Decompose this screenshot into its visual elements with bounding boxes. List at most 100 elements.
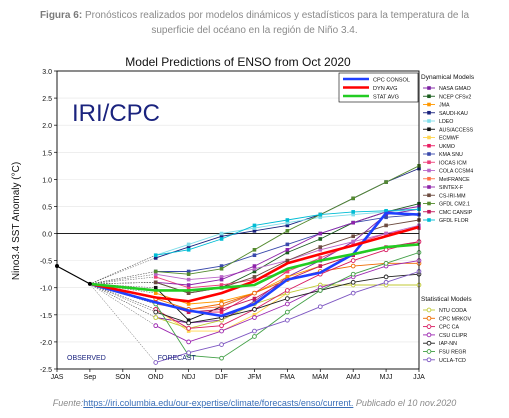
model-marker bbox=[219, 323, 224, 329]
source-footer: Fuente:https://iri.columbia.edu/our-expe… bbox=[0, 398, 509, 408]
model-marker bbox=[351, 196, 355, 201]
model-marker bbox=[285, 258, 290, 263]
x-tick-label: JJA bbox=[413, 374, 425, 381]
fan-line bbox=[89, 283, 156, 313]
legend-model-name: NCEP CFSv2 bbox=[439, 94, 471, 100]
y-tick-label: -0.5 bbox=[40, 259, 52, 266]
model-marker bbox=[219, 234, 224, 239]
model-marker bbox=[350, 263, 356, 269]
legend-model-name: FSU REGR bbox=[439, 350, 467, 356]
model-marker bbox=[186, 269, 191, 274]
y-tick-label: 3.0 bbox=[42, 69, 52, 76]
fan-line bbox=[89, 283, 156, 326]
model-marker bbox=[252, 275, 257, 279]
model-marker bbox=[318, 237, 323, 241]
model-marker bbox=[285, 288, 290, 293]
model-marker bbox=[285, 220, 290, 225]
model-marker bbox=[252, 334, 257, 339]
legend-model-name: NTU CODA bbox=[439, 308, 467, 314]
model-marker bbox=[252, 290, 257, 296]
legend-label: STAT AVG bbox=[373, 94, 399, 100]
model-marker bbox=[252, 253, 257, 258]
legend-model-name: COLA CCSM4 bbox=[439, 169, 473, 175]
model-marker bbox=[351, 212, 355, 217]
fan-line bbox=[89, 276, 156, 285]
model-marker bbox=[219, 355, 224, 361]
legend-model-name: UCLA-TCD bbox=[439, 358, 466, 364]
model-marker bbox=[318, 256, 323, 260]
model-marker bbox=[252, 328, 257, 334]
figure-caption: Figura 6: Pronósticos realizados por mod… bbox=[0, 8, 509, 38]
model-marker bbox=[219, 328, 224, 334]
model-marker bbox=[186, 272, 191, 276]
model-marker bbox=[153, 323, 159, 329]
model-marker bbox=[252, 277, 257, 282]
y-tick-label: 1.5 bbox=[42, 150, 52, 157]
model-marker bbox=[186, 302, 191, 306]
plot-frame: 3.0 2.5 2.0 1.5 1.0 0.5 0.0 -0.5 -1.0 -1.5 -2.0 -2.… bbox=[40, 69, 425, 381]
legend-model-name: IOCAS ICM bbox=[439, 160, 467, 166]
legend-model-name: CMC CANSIP bbox=[439, 210, 473, 216]
legend-model-name: SINTEX-F bbox=[439, 185, 464, 191]
model-marker bbox=[351, 220, 355, 225]
fan-line bbox=[89, 254, 156, 285]
legend-swatch-marker bbox=[427, 218, 431, 222]
x-tick-label: JFM bbox=[248, 374, 262, 381]
observed-label: OBSERVED bbox=[67, 355, 106, 362]
source-link[interactable]: https://iri.columbia.edu/our-expertise/c… bbox=[83, 398, 354, 408]
model-marker bbox=[351, 239, 355, 244]
legend-swatch-marker bbox=[427, 176, 431, 181]
legend-swatch-marker bbox=[427, 143, 431, 148]
fan-line bbox=[89, 273, 156, 285]
forecast-label: FORECAST bbox=[158, 355, 197, 362]
model-marker bbox=[219, 283, 224, 287]
model-marker bbox=[318, 245, 323, 249]
model-marker bbox=[285, 296, 290, 301]
legend-swatch-marker bbox=[427, 127, 431, 132]
legend-swatch-marker bbox=[427, 94, 431, 99]
legend-swatch-marker bbox=[427, 201, 431, 206]
x-tick-label: MJJ bbox=[380, 374, 393, 381]
model-marker bbox=[383, 274, 389, 280]
x-tick-label: NDJ bbox=[182, 374, 196, 381]
model-marker bbox=[285, 275, 290, 279]
model-marker bbox=[219, 275, 224, 279]
model-marker bbox=[384, 208, 388, 213]
legend-model-name: GFDL CM2.1 bbox=[439, 202, 470, 208]
legend-model-name: CPC CA bbox=[439, 325, 459, 331]
model-marker bbox=[318, 215, 323, 220]
y-tick-label: 2.5 bbox=[42, 96, 52, 103]
model-line bbox=[155, 287, 255, 321]
source-prefix: Fuente: bbox=[52, 398, 84, 408]
model-marker bbox=[252, 313, 257, 317]
y-tick-label: -2.0 bbox=[40, 340, 52, 347]
iri-cpc-watermark: IRI/CPC bbox=[72, 100, 160, 127]
model-marker bbox=[384, 180, 388, 184]
fan-line bbox=[89, 282, 156, 285]
y-tick-label: 0.0 bbox=[42, 232, 52, 239]
model-marker bbox=[317, 304, 323, 310]
model-marker bbox=[186, 318, 191, 323]
legend-swatch-marker bbox=[427, 160, 431, 165]
model-marker bbox=[186, 242, 191, 247]
model-marker bbox=[285, 250, 290, 255]
model-marker bbox=[186, 350, 191, 356]
model-marker bbox=[219, 237, 224, 241]
fan-line bbox=[89, 283, 156, 363]
model-marker bbox=[383, 260, 389, 266]
dynamical-legend-heading: Dynamical Models bbox=[421, 74, 475, 81]
bold-series-line bbox=[89, 243, 420, 292]
model-marker bbox=[252, 315, 257, 320]
legend-swatch-marker bbox=[427, 193, 431, 198]
model-marker bbox=[186, 248, 191, 252]
y-tick-label: -1.5 bbox=[40, 313, 52, 320]
model-marker bbox=[350, 290, 356, 296]
model-marker bbox=[252, 296, 257, 301]
legend-model-name: KMA SNU bbox=[439, 152, 463, 158]
model-marker bbox=[153, 291, 158, 295]
observed-marker bbox=[87, 281, 92, 286]
model-marker bbox=[384, 215, 388, 220]
model-marker bbox=[219, 342, 224, 347]
model-marker bbox=[285, 229, 290, 233]
legend-swatch-marker bbox=[426, 340, 432, 346]
